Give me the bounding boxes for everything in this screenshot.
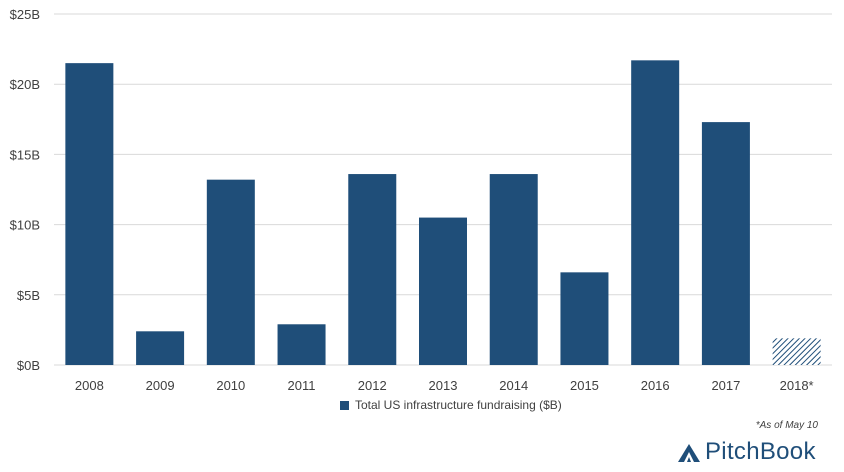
x-tick-label: 2010 [216, 378, 245, 393]
x-tick-label: 2018* [780, 378, 814, 393]
x-tick-label: 2008 [75, 378, 104, 393]
y-tick-label: $10B [10, 218, 40, 233]
y-tick-label: $15B [10, 147, 40, 162]
x-tick-label: 2012 [358, 378, 387, 393]
x-tick-label: 2015 [570, 378, 599, 393]
y-tick-label: $20B [10, 77, 40, 92]
brand-name: PitchBook [705, 438, 816, 465]
bar-2016 [631, 60, 680, 365]
legend-swatch [340, 400, 349, 410]
bar-2008 [65, 63, 114, 365]
legend-label: Total US infrastructure fundraising ($B) [355, 398, 562, 412]
bar-chart: $0B$5B$10B$15B$20B$25B 2008 2009 2010 2011 2… [10, 7, 832, 393]
legend: Total US infrastructure fundraising ($B) [340, 398, 562, 412]
bar-2014 [489, 174, 538, 365]
bar-2009 [136, 331, 185, 365]
y-tick-label: $25B [10, 7, 40, 22]
x-tick-label: 2014 [499, 378, 528, 393]
y-tick-label: $0B [17, 358, 40, 373]
x-tick-label: 2011 [288, 378, 316, 393]
y-tick-label: $5B [17, 288, 40, 303]
x-tick-label: 2013 [429, 378, 458, 393]
bar-2012 [348, 174, 397, 365]
x-tick-label: 2017 [711, 378, 740, 393]
x-tick-label: 2009 [146, 378, 175, 393]
x-tick-label: 2016 [641, 378, 670, 393]
footnote: *As of May 10 [755, 420, 818, 431]
bar-2017 [701, 122, 750, 365]
pitchbook-brand: PitchBook [676, 438, 816, 466]
bar-2018 [772, 338, 821, 365]
bar-2011 [277, 324, 326, 365]
x-axis-ticks: 2008 2009 2010 2011 2012 2013 2014 2015 2016 2017… [75, 378, 814, 393]
y-axis-ticks: $0B $5B $10B $15B $20B $25B [10, 7, 40, 373]
bar-2013 [419, 217, 467, 365]
pitchbook-logo-icon [678, 444, 700, 462]
bar-2015 [560, 272, 609, 365]
bars [65, 60, 821, 365]
bar-2010 [206, 179, 255, 365]
